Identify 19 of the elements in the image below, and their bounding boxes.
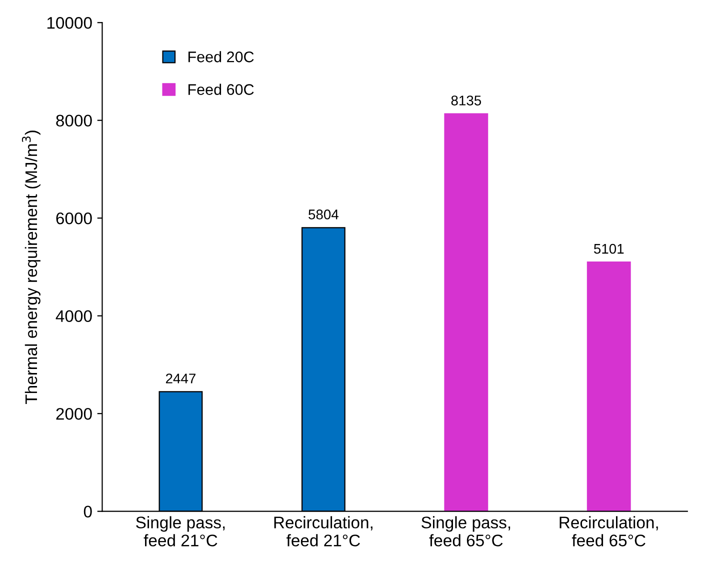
y-tick-label: 4000 [56,310,92,322]
x-tick-label: Recirculation, feed 21°C [274,516,372,546]
data-label: 5101 [594,244,624,254]
bar [444,113,488,512]
data-label: 8135 [451,96,482,106]
x-tick-label: Single pass, feed 21°C [136,516,225,546]
y-tick-label: 8000 [56,114,92,127]
x-tick-label: Recirculation, feed 65°C [560,516,658,546]
y-axis-title: Thermal energy requirement (MJ/m$^{3}$) [22,130,40,404]
y-tick-label: 10000 [47,17,92,29]
x-tick-label: Single pass, feed 65°C [422,516,510,546]
y-tick-label: 6000 [56,212,92,224]
y-tick-label: 2000 [56,408,92,420]
legend-label: Feed 60C [188,84,254,95]
data-label: 2447 [166,374,196,384]
legend-label: Feed 20C [188,51,254,62]
y-tick-label: 0 [84,506,92,518]
data-label: 5804 [308,210,338,220]
bar [586,261,631,512]
